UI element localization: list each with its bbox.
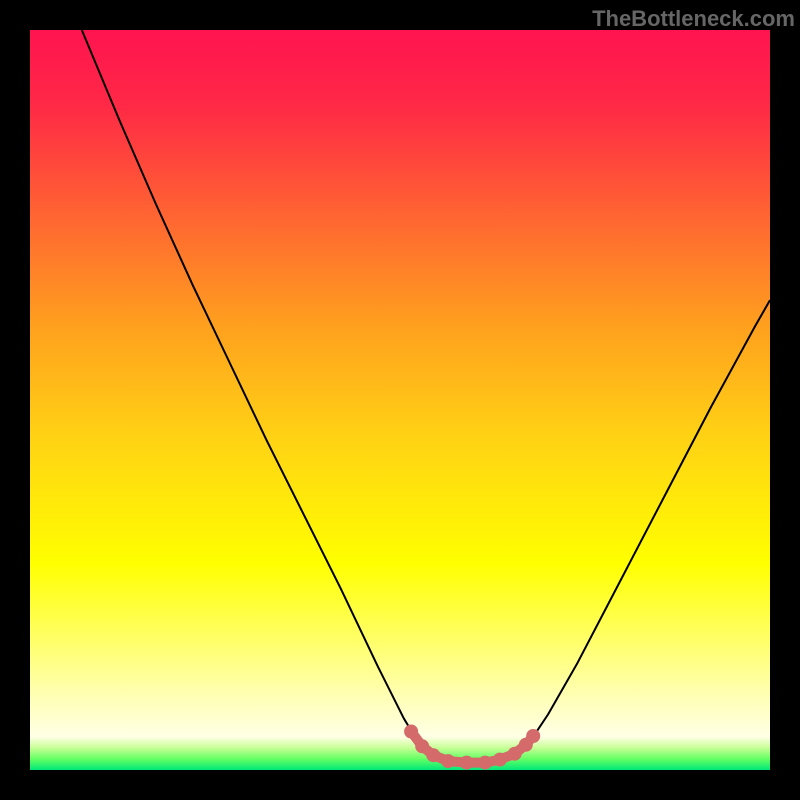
highlight-marker bbox=[508, 747, 522, 761]
curve-layer bbox=[30, 30, 770, 770]
highlight-marker bbox=[493, 753, 507, 767]
highlight-marker bbox=[441, 754, 455, 768]
highlight-marker bbox=[426, 748, 440, 762]
watermark-text: TheBottleneck.com bbox=[592, 6, 795, 32]
plot-area bbox=[30, 30, 770, 770]
highlight-marker bbox=[478, 756, 492, 770]
highlight-marker bbox=[526, 729, 540, 743]
highlight-marker bbox=[404, 725, 418, 739]
main-curve bbox=[82, 30, 770, 763]
highlight-marker bbox=[415, 739, 429, 753]
highlight-group bbox=[404, 725, 540, 770]
chart-container: TheBottleneck.com bbox=[0, 0, 800, 800]
highlight-marker bbox=[460, 756, 474, 770]
